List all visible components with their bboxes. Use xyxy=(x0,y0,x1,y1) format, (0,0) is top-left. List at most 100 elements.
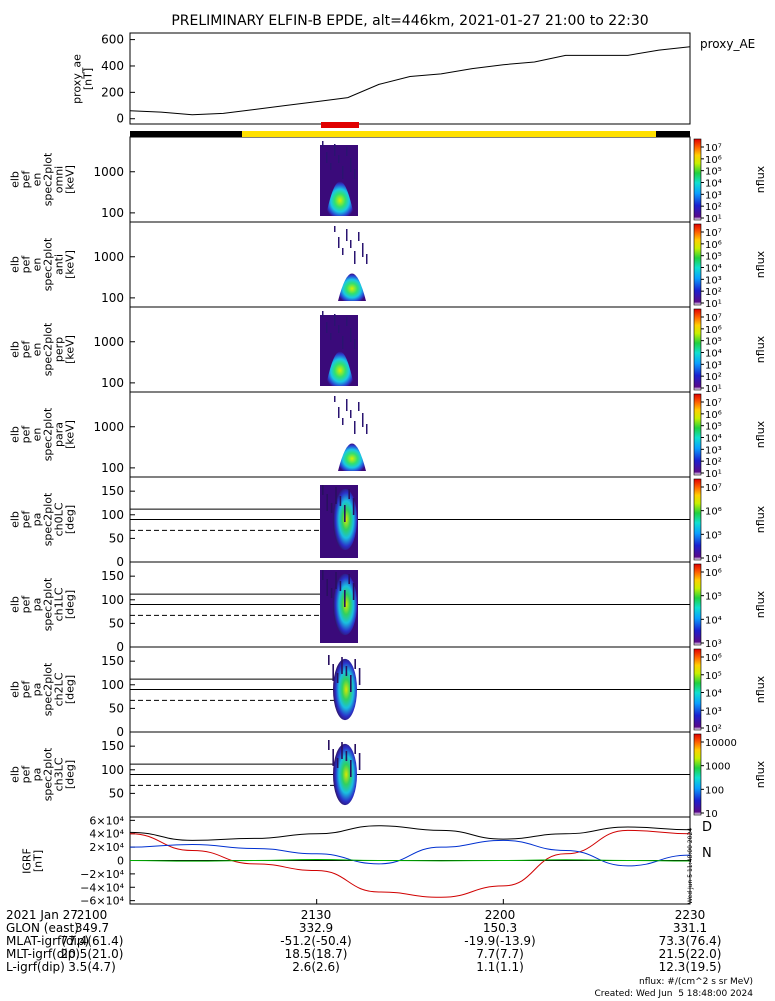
footer-value: 3.5(4.7) xyxy=(68,960,116,974)
colorbar-zlabel-text: nflux xyxy=(754,420,767,448)
colorbar-tick-label: 10⁶ xyxy=(705,410,722,421)
pitch-ytick-label: 0 xyxy=(116,555,124,569)
spectrogram-speckle xyxy=(354,421,356,434)
pitch-core xyxy=(333,743,357,806)
spectrogram-speckle xyxy=(342,248,344,255)
pitch-speckle xyxy=(344,505,346,522)
spectrogram-speckle xyxy=(342,336,344,349)
spectrogram-core xyxy=(338,443,366,471)
pitch-speckle xyxy=(330,588,333,598)
energy-panel-para xyxy=(129,391,691,478)
spectrogram-speckle xyxy=(338,325,340,333)
colorbar xyxy=(693,223,702,306)
colorbar-zlabel: nflux xyxy=(754,165,767,193)
spectrogram-speckle xyxy=(346,399,348,411)
colorbar-tick-label: 10⁶ xyxy=(705,568,722,579)
pitch-speckle xyxy=(358,668,361,685)
energy-ylabel-line: pef xyxy=(20,340,33,359)
colorbar-tick-label: 10³ xyxy=(705,360,722,371)
colorbar-tick-label: 10⁴ xyxy=(705,615,722,626)
footer-value: 332.9 xyxy=(298,921,334,935)
spectrogram-speckle xyxy=(362,413,364,427)
pitch-ylabel-line: ch1LC xyxy=(53,587,66,621)
pitch-speckle xyxy=(354,744,356,754)
colorbar-tick-label: 10⁴ xyxy=(705,349,722,360)
colorbar-tick-label: 10000 xyxy=(705,738,737,749)
energy-ylabel-line: [keV] xyxy=(64,250,77,279)
colorbar-tick-label: 10⁷ xyxy=(705,143,722,154)
colorbar-tick-label: 10⁵ xyxy=(705,422,722,433)
colorbar-tick-label: 10² xyxy=(705,457,722,468)
colorbar-tick-label: 10² xyxy=(705,287,722,298)
footer-value: 7.7(7.7) xyxy=(476,947,524,961)
colorbar-tick-label: 10⁵ xyxy=(705,167,722,178)
pitch-ytick-label: 50 xyxy=(109,616,124,630)
energy-ylabel-line: spec2plot xyxy=(42,407,55,461)
energy-ylabel-line: anti xyxy=(53,254,66,275)
ae-ylabel-line: proxy_ae xyxy=(71,54,84,104)
colorbar-zlabel: nflux xyxy=(754,505,767,533)
footer-value: 2.6(2.6) xyxy=(292,960,340,974)
pitch-speckle xyxy=(348,574,350,584)
ae-ytick-label: 200 xyxy=(101,85,124,99)
footer-value: 18.5(18.7) xyxy=(284,947,348,961)
colorbar-tick-label: 10² xyxy=(705,202,722,213)
spectrogram-speckle xyxy=(346,317,348,326)
colorbar-tick-label: 10 xyxy=(705,809,718,820)
ae-ytick-label: 600 xyxy=(101,33,124,47)
pitch-ylabel-line: pa xyxy=(31,513,44,527)
colorbar-tick-label: 10⁵ xyxy=(705,252,722,263)
pitch-ytick-label: 50 xyxy=(109,786,124,800)
pitch-ylabel-line: elb xyxy=(9,766,22,783)
spectrogram-speckle xyxy=(338,237,340,248)
energy-ytick-label: 1000 xyxy=(93,165,124,179)
energy-ytick-label: 100 xyxy=(101,206,124,220)
proxy-ae-panel xyxy=(129,32,691,125)
colorbar-tick-label: 10⁶ xyxy=(705,507,722,518)
colorbar-zlabel-text: nflux xyxy=(754,760,767,788)
spectrogram-speckle xyxy=(322,311,324,317)
footer-value: 2100 xyxy=(76,908,108,922)
pitch-speckle xyxy=(354,659,356,669)
pitch-ylabel-line: elb xyxy=(9,596,22,613)
energy-panel-omni xyxy=(129,136,691,223)
colorbar-tick-label: 10⁵ xyxy=(705,530,722,541)
pitch-speckle xyxy=(328,655,330,665)
spectrogram-speckle xyxy=(326,322,328,333)
status-bar-yellow xyxy=(242,131,656,137)
colorbar-tick-label: 10¹ xyxy=(705,299,722,310)
ae-ytick-label: 400 xyxy=(101,59,124,73)
pitch-ylabel-line: spec2plot xyxy=(42,662,55,716)
colorbar-zlabel: nflux xyxy=(754,420,767,448)
spectrogram-speckle xyxy=(342,418,344,425)
spectrogram-speckle xyxy=(350,240,352,248)
spectrogram-core xyxy=(326,351,354,386)
marks-layer xyxy=(129,46,691,904)
footer-value: 12.3(19.5) xyxy=(658,960,722,974)
ae-ylabel: proxy_ae[nT] xyxy=(71,54,95,104)
footer-value: -51.2(-50.4) xyxy=(280,934,352,948)
energy-ylabel-line: perp xyxy=(53,337,66,362)
colorbar xyxy=(693,733,702,816)
colorbar-tick-label: 10³ xyxy=(705,445,722,456)
pitch-ylabel-line: spec2plot xyxy=(42,747,55,801)
ae-ytick-label: 0 xyxy=(116,112,124,126)
pitch-ylabel-line: [deg] xyxy=(64,590,77,619)
footer-value: 73.3(76.4) xyxy=(658,934,722,948)
energy-ylabel-line: [keV] xyxy=(64,335,77,364)
footer-row-label: MLAT-igrf(dip) xyxy=(6,934,90,948)
colorbar-tick-label: 1000 xyxy=(705,762,730,773)
colorbar-zlabel-text: nflux xyxy=(754,675,767,703)
spectrogram-speckle xyxy=(334,144,336,156)
pitch-speckle xyxy=(330,503,333,513)
energy-ylabel-line: spec2plot xyxy=(42,237,55,291)
footer-value: 331.1 xyxy=(672,921,708,935)
footer-row-label: 2021 Jan 27 xyxy=(6,908,78,922)
side-stamp: Wed Jun 5 11:48:00 2024 xyxy=(687,828,694,904)
energy-ytick-label: 1000 xyxy=(93,335,124,349)
energy-ylabel-line: spec2plot xyxy=(42,322,55,376)
igrf-ytick-label: 4×10⁴ xyxy=(89,828,124,841)
